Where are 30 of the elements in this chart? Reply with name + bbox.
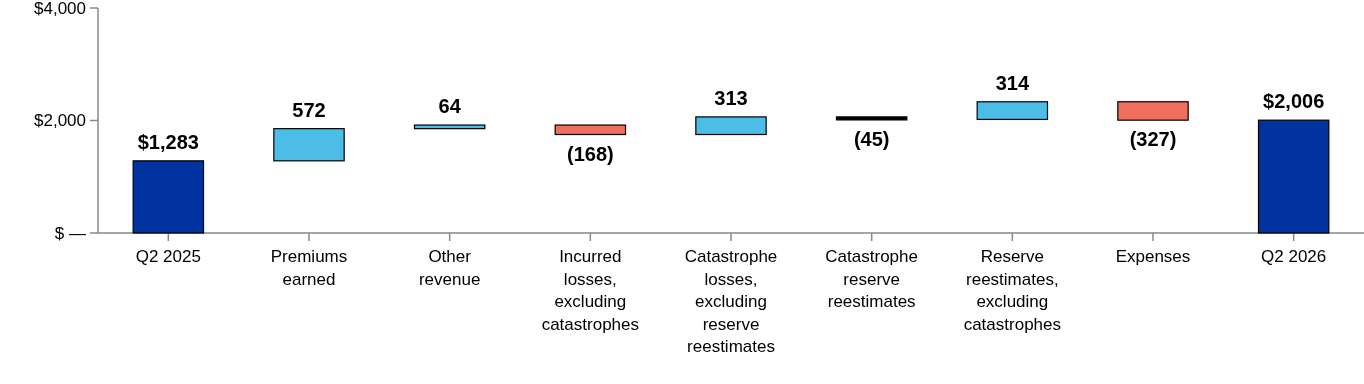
data-label: 572 [292, 98, 326, 121]
x-tick-label: Incurred losses, excluding catastrophes [541, 247, 640, 334]
bar [976, 101, 1049, 121]
data-label: (168) [566, 142, 614, 165]
data-label: 64 [438, 95, 462, 118]
x-tick-label: Catastrophe losses, excluding reserve reestimates [684, 247, 778, 356]
data-label: (327) [1129, 128, 1177, 151]
bar [413, 124, 486, 130]
data-label: $1,283 [137, 130, 199, 153]
x-tick-label: Premiums earned [270, 247, 348, 289]
x-tick-label: Q2 2026 [1261, 247, 1327, 266]
data-label: (45) [853, 127, 890, 150]
bar [1257, 119, 1330, 234]
bar [273, 128, 345, 162]
bar [132, 160, 205, 234]
bar [1117, 101, 1189, 121]
x-tick-label: Reserve reestimates, excluding catastrophes [963, 247, 1062, 334]
y-tick-label: $ — [54, 223, 86, 243]
data-label: 314 [995, 71, 1030, 94]
bar [835, 116, 908, 121]
bar [554, 124, 627, 136]
data-label: $2,006 [1263, 90, 1325, 113]
x-tick-label: Other revenue [418, 247, 481, 289]
x-tick-label: Q2 2025 [135, 247, 201, 266]
y-tick-label: $2,000 [34, 111, 86, 131]
x-tick-label: Expenses [1115, 247, 1191, 266]
data-label: 313 [714, 86, 748, 109]
y-tick-label: $4,000 [34, 0, 86, 18]
bar [695, 116, 767, 136]
x-tick-label: Catastrophe reserve reestimates [825, 247, 918, 311]
